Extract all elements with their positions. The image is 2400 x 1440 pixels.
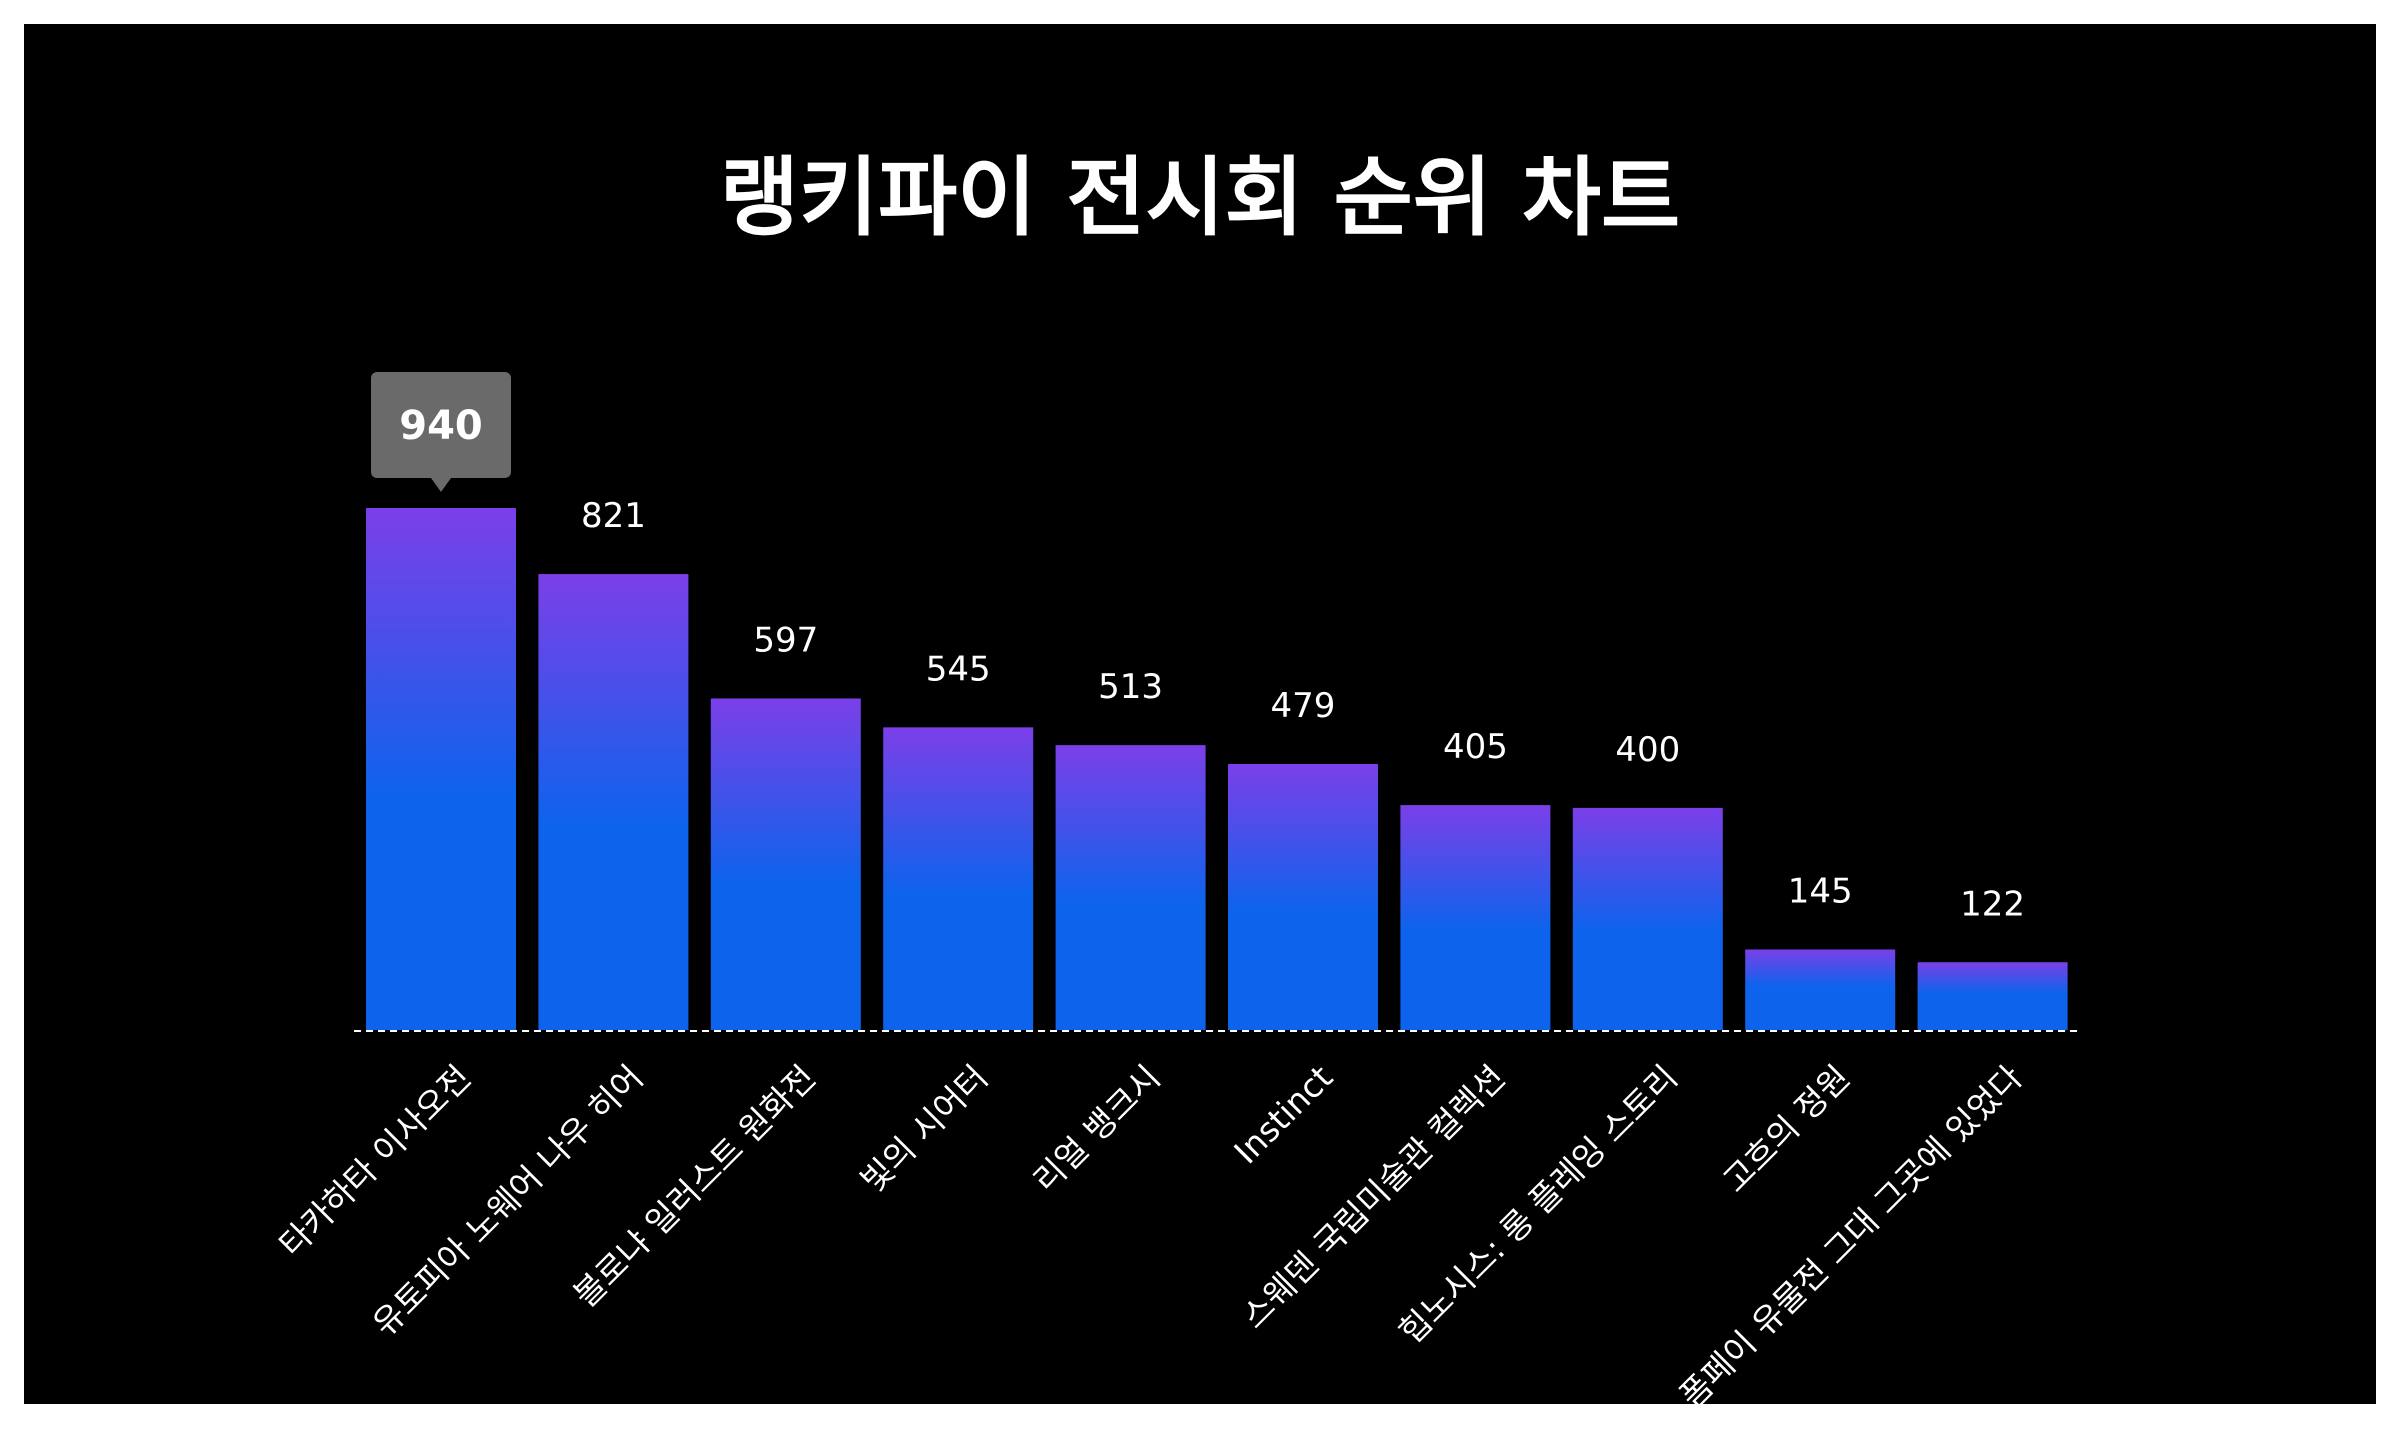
category-label-10: 폼페이 유물전 그대 그곳에 있었다 [1672,1058,2030,1416]
bar-10[interactable] [1917,962,2068,1030]
category-label-6: Instinct [1226,1058,1340,1172]
tooltip-arrow [431,478,451,492]
bar-3[interactable] [710,698,861,1030]
bar-9[interactable] [1745,949,1896,1030]
value-label-4: 545 [926,649,991,689]
value-label-6: 479 [1271,686,1336,726]
bar-8[interactable] [1572,807,1723,1030]
bar-2[interactable] [538,574,689,1030]
tooltip-value-label: 940 [399,403,483,449]
value-label-8: 400 [1615,730,1680,770]
value-label-3: 597 [753,620,818,660]
value-label-2: 821 [581,496,646,536]
bar-5[interactable] [1055,745,1206,1030]
value-label-10: 122 [1960,884,2025,924]
category-label-8: 힙노시스: 롱 플레잉 스토리 [1391,1058,1685,1352]
value-label-5: 513 [1098,667,1163,707]
category-label-4: 빛의 시어터 [853,1058,995,1200]
bar-1[interactable] [366,508,516,1030]
tooltip-box [371,372,511,478]
chart-title: 랭키파이 전시회 순위 차트 [719,148,1681,248]
bar-7[interactable] [1400,805,1551,1030]
value-label-9: 145 [1788,871,1853,911]
value-label-7: 405 [1443,727,1508,767]
category-label-5: 리얼 뱅크시 [1025,1058,1167,1200]
bar-6[interactable] [1228,764,1378,1030]
category-label-9: 고흐의 정원 [1715,1058,1857,1200]
bar-4[interactable] [883,727,1034,1030]
